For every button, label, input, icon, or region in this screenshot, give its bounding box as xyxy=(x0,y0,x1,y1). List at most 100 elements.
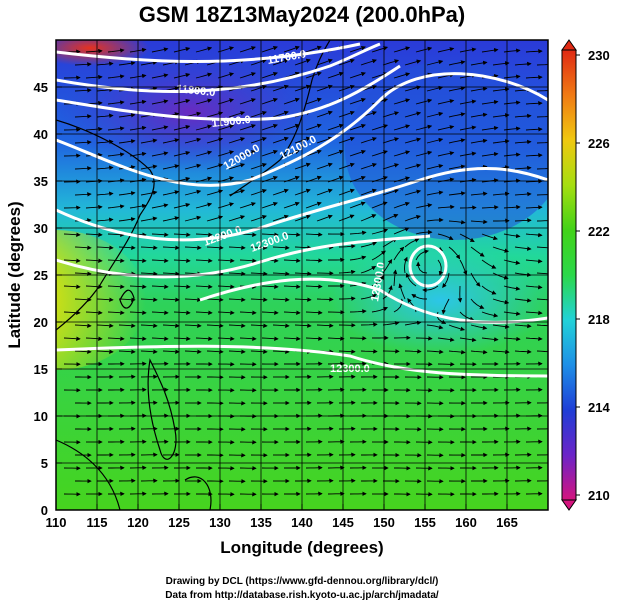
streamline-arrow xyxy=(184,137,202,144)
streamline-arrow xyxy=(371,228,389,235)
streamline-arrow xyxy=(272,245,290,250)
streamline-arrow xyxy=(162,323,180,328)
y-tick-label: 10 xyxy=(34,409,48,424)
y-tick-label: 20 xyxy=(34,315,48,330)
streamline-arrow xyxy=(228,323,246,328)
streamline-arrow xyxy=(228,163,246,170)
streamline-arrow xyxy=(327,149,344,157)
streamline-arrow xyxy=(195,72,213,79)
streamline-arrow xyxy=(294,214,311,222)
streamline-arrow xyxy=(371,250,386,261)
streamline-arrow xyxy=(228,137,246,144)
streamline-arrow xyxy=(536,90,548,92)
streamline-arrow xyxy=(162,216,180,222)
x-tick-label: 160 xyxy=(455,515,477,530)
streamline-arrow xyxy=(415,229,433,235)
philippines-coastline xyxy=(147,358,177,460)
streamline-arrow xyxy=(441,298,450,315)
streamline-arrow xyxy=(470,324,488,330)
streamline-arrow xyxy=(96,323,114,328)
streamline-arrow xyxy=(96,113,114,119)
streamline-arrow xyxy=(448,324,466,332)
streamline-arrow xyxy=(107,336,125,341)
colorbar-top-triangle xyxy=(561,39,577,51)
streamline-arrow xyxy=(85,258,103,263)
streamline-arrow xyxy=(349,201,366,209)
streamline-arrow xyxy=(305,284,323,289)
streamline-arrow xyxy=(261,45,278,53)
streamline-arrow xyxy=(404,111,422,118)
streamline-arrow xyxy=(217,46,235,53)
streamline-arrow xyxy=(327,123,344,131)
streamline-arrow xyxy=(349,255,367,261)
streamline-arrow xyxy=(426,137,444,144)
y-tick-label: 25 xyxy=(34,268,48,283)
y-tick-label: 15 xyxy=(34,362,48,377)
streamline-arrow xyxy=(162,349,180,354)
streamline-arrow xyxy=(173,98,191,105)
streamline-arrow xyxy=(459,99,477,105)
streamline-arrow xyxy=(250,110,267,118)
streamline-arrow xyxy=(96,217,114,223)
streamline-arrow xyxy=(349,71,366,79)
asia-coastline xyxy=(56,119,155,331)
x-tick-label: 155 xyxy=(414,515,436,530)
streamline-arrow xyxy=(327,336,345,341)
streamline-arrow xyxy=(250,136,267,144)
streamline-arrow xyxy=(63,284,81,289)
streamline-arrow xyxy=(195,284,213,289)
cool-patch-east xyxy=(330,245,548,355)
streamline-arrow xyxy=(382,163,400,170)
streamline-arrow xyxy=(426,163,444,170)
streamline-arrow xyxy=(261,284,279,289)
contour-line-1 xyxy=(56,42,361,63)
streamline-arrow xyxy=(162,245,180,250)
streamline-arrow xyxy=(470,219,488,225)
streamline-arrow xyxy=(151,310,169,315)
streamline-arrow xyxy=(272,271,290,276)
streamline-arrow xyxy=(525,310,543,316)
streamline-arrow xyxy=(316,188,333,196)
streamline-arrow xyxy=(118,61,136,66)
streamline-arrow xyxy=(272,214,289,222)
streamline-arrow xyxy=(459,205,477,210)
streamline-arrow xyxy=(250,214,267,222)
streamline-arrow xyxy=(393,46,411,53)
streamline-arrow xyxy=(250,297,268,302)
streamline-arrow xyxy=(316,214,333,222)
streamline-arrow xyxy=(404,320,422,326)
streamline-arrow xyxy=(283,201,300,209)
streamline-arrow xyxy=(371,124,389,131)
contour-label: 11900.0 xyxy=(211,114,251,130)
streamline-arrow xyxy=(481,285,497,295)
streamline-arrow xyxy=(140,297,158,302)
streamline-arrow xyxy=(63,205,81,210)
streamline-arrow xyxy=(239,98,256,105)
streamline-arrow xyxy=(525,75,543,80)
streamline-arrow xyxy=(107,204,125,209)
streamline-arrow xyxy=(195,258,213,263)
streamline-arrow xyxy=(162,138,180,144)
streamline-arrow xyxy=(140,323,158,328)
streamline-arrow xyxy=(411,293,428,300)
streamline-arrow xyxy=(382,137,400,144)
streamline-arrow xyxy=(261,201,278,209)
streamline-arrow xyxy=(151,232,169,237)
streamline-arrow xyxy=(217,98,235,105)
streamline-arrow xyxy=(393,150,411,157)
streamline-arrow xyxy=(525,127,543,132)
streamline-arrow xyxy=(261,336,279,341)
streamline-arrow xyxy=(151,203,169,209)
streamline-arrow xyxy=(283,97,300,105)
streamline-arrow xyxy=(239,258,257,263)
streamline-arrow xyxy=(459,47,477,53)
streamline-arrow xyxy=(338,110,355,118)
streamline-arrow xyxy=(173,150,191,157)
streamline-arrow xyxy=(217,310,235,315)
borneo-coastline xyxy=(184,476,212,510)
streamline-arrow xyxy=(118,217,136,222)
streamline-arrow xyxy=(63,75,81,80)
streamline-arrow xyxy=(338,188,355,196)
streamline-arrow xyxy=(173,46,191,53)
